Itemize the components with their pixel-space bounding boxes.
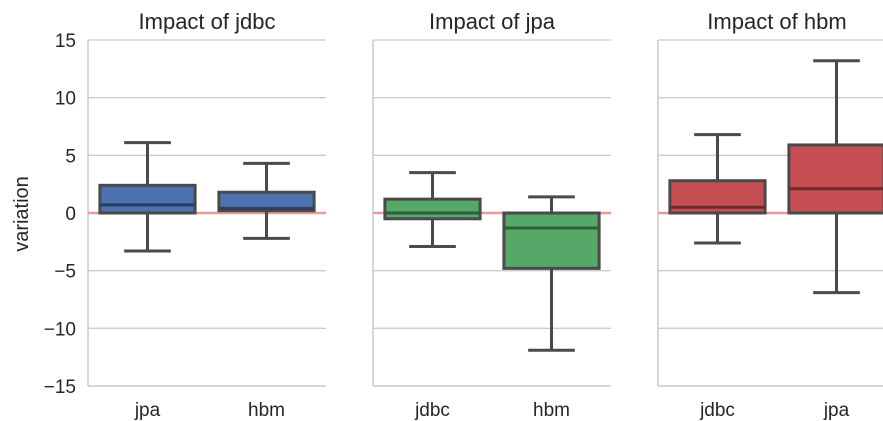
y-tick-label: −5	[54, 262, 76, 283]
box-hbm	[502, 195, 601, 352]
panel: Impact of jpa jdbc hbm	[372, 9, 611, 421]
box-jdbc	[383, 171, 482, 248]
iqr-box	[502, 211, 601, 270]
y-tick-label: 15	[55, 31, 76, 52]
y-tick-label: 5	[65, 146, 76, 167]
panel-title: Impact of jdbc	[139, 9, 276, 34]
panel-title: Impact of jpa	[429, 9, 556, 34]
panel: Impact of hbm jdbc jpa	[657, 9, 883, 421]
y-axis-label: variation	[11, 176, 33, 252]
x-tick-label: hbm	[248, 400, 285, 421]
iqr-box	[787, 143, 883, 215]
panel: Impact of jdbc jpa hbm	[87, 9, 326, 421]
y-tick-label: −15	[44, 377, 76, 398]
x-tick-label: hbm	[533, 400, 570, 421]
x-tick-label: jpa	[823, 400, 850, 421]
x-tick-label: jdbc	[414, 400, 450, 421]
box-hbm	[217, 161, 316, 240]
panel-title: Impact of hbm	[707, 9, 846, 34]
x-tick-label: jpa	[134, 400, 161, 421]
y-tick-labels: 15 10 5 0 −5 −10 −15	[44, 31, 76, 398]
box-jpa	[98, 141, 197, 253]
iqr-box	[383, 197, 482, 221]
y-tick-label: 0	[65, 204, 76, 225]
iqr-box	[217, 190, 316, 213]
box-jpa	[787, 59, 883, 295]
panels: Impact of jdbc jpa hbm Impact of jpa jdbc hbm…	[87, 9, 883, 421]
x-tick-label: jdbc	[699, 400, 735, 421]
y-tick-label: −10	[44, 319, 76, 340]
iqr-box	[98, 183, 197, 215]
y-tick-label: 10	[55, 89, 76, 110]
box-jdbc	[668, 133, 767, 245]
